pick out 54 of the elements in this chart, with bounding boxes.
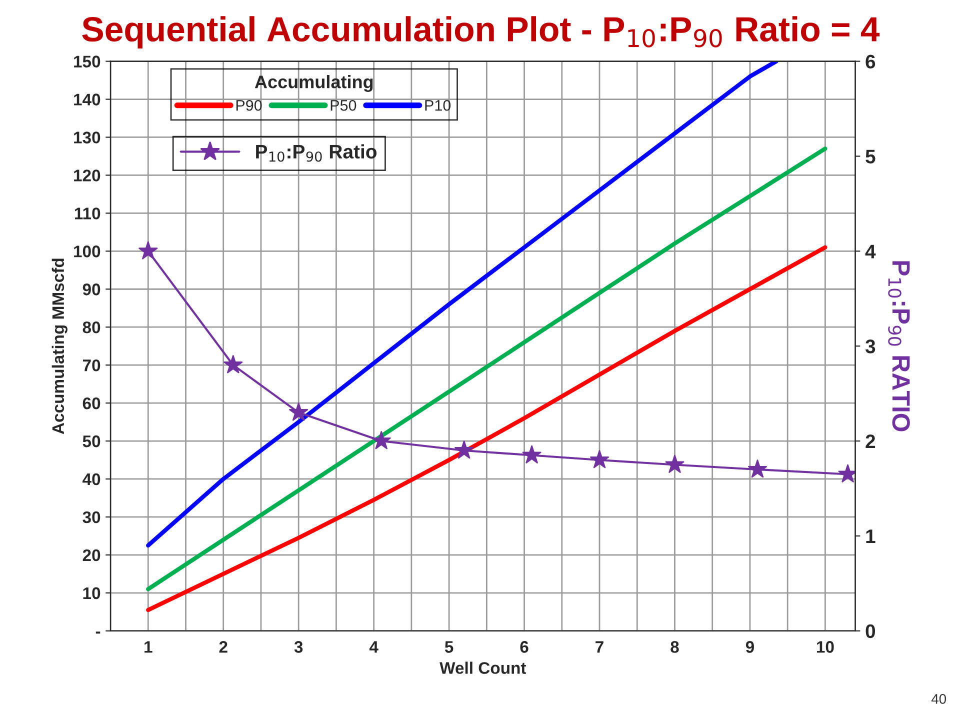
y-tick-label: 140 (74, 94, 100, 106)
y2-tick-label: 2 (866, 434, 876, 448)
x-tick-label: 4 (369, 641, 378, 653)
x-tick-label: 9 (746, 641, 754, 653)
x-tick-label: 2 (219, 641, 228, 653)
y-tick-label: 130 (74, 132, 100, 144)
y-tick-label: 150 (74, 56, 100, 68)
legend-label: P90 (236, 100, 262, 111)
point (664, 454, 685, 474)
legend-label: P10 (425, 100, 451, 111)
line-series (146, 245, 828, 612)
y-tick-label: 50 (82, 435, 100, 448)
y-tick-label: 80 (82, 321, 100, 334)
text: 40 (931, 694, 946, 704)
y2-axis-title: P$_{10}$:P$_{90}$ RATIO (888, 261, 910, 432)
point (748, 459, 768, 478)
y2-tick-label: 1 (866, 530, 876, 543)
point (590, 450, 610, 468)
y-tick-label: 90 (82, 284, 100, 296)
y2-tick-label: 5 (866, 150, 876, 164)
y2-tick-label: 6 (866, 54, 876, 69)
y-tick-label: 20 (82, 549, 100, 562)
y-tick-label: 120 (74, 170, 100, 182)
legend-label: P50 (330, 100, 356, 111)
y-tick-label: 40 (82, 473, 100, 486)
line-series (146, 61, 778, 548)
point (372, 430, 392, 450)
y-tick-label: 60 (82, 397, 100, 410)
y-tick-label: 30 (82, 511, 100, 524)
x-axis-title: Well Count (440, 662, 526, 674)
point (223, 354, 243, 374)
x-tick-label: 7 (596, 641, 604, 653)
y-tick-label: 70 (82, 359, 100, 372)
x-tick-label: 1 (144, 641, 152, 653)
legend-title: Accumulating (254, 75, 373, 92)
point (454, 440, 474, 459)
y2-tick-label: 4 (865, 244, 876, 258)
y-tick-label: - (96, 632, 100, 634)
x-tick-label: 5 (444, 641, 454, 653)
y2-tick-label: 0 (866, 624, 876, 638)
y-tick-label: 100 (74, 246, 100, 258)
point (138, 240, 158, 260)
point (288, 402, 308, 421)
y-axis-title: Accumulating MMscfd (52, 258, 68, 434)
legend-label: P$_{10}$:P$_{90}$ Ratio (256, 144, 376, 162)
point (522, 445, 542, 464)
x-tick-label: 10 (816, 641, 834, 653)
x-tick-label: 8 (670, 641, 679, 653)
chart-title: Sequential Accumulation Plot - P$_{10}$:P$_{90}$ Ratio = 4 (82, 16, 880, 48)
x-tick-label: 3 (294, 641, 303, 653)
y-tick-label: 10 (83, 587, 100, 600)
x-tick-label: 6 (520, 641, 528, 653)
y2-tick-label: 3 (865, 340, 876, 354)
y-tick-label: 110 (74, 208, 100, 220)
